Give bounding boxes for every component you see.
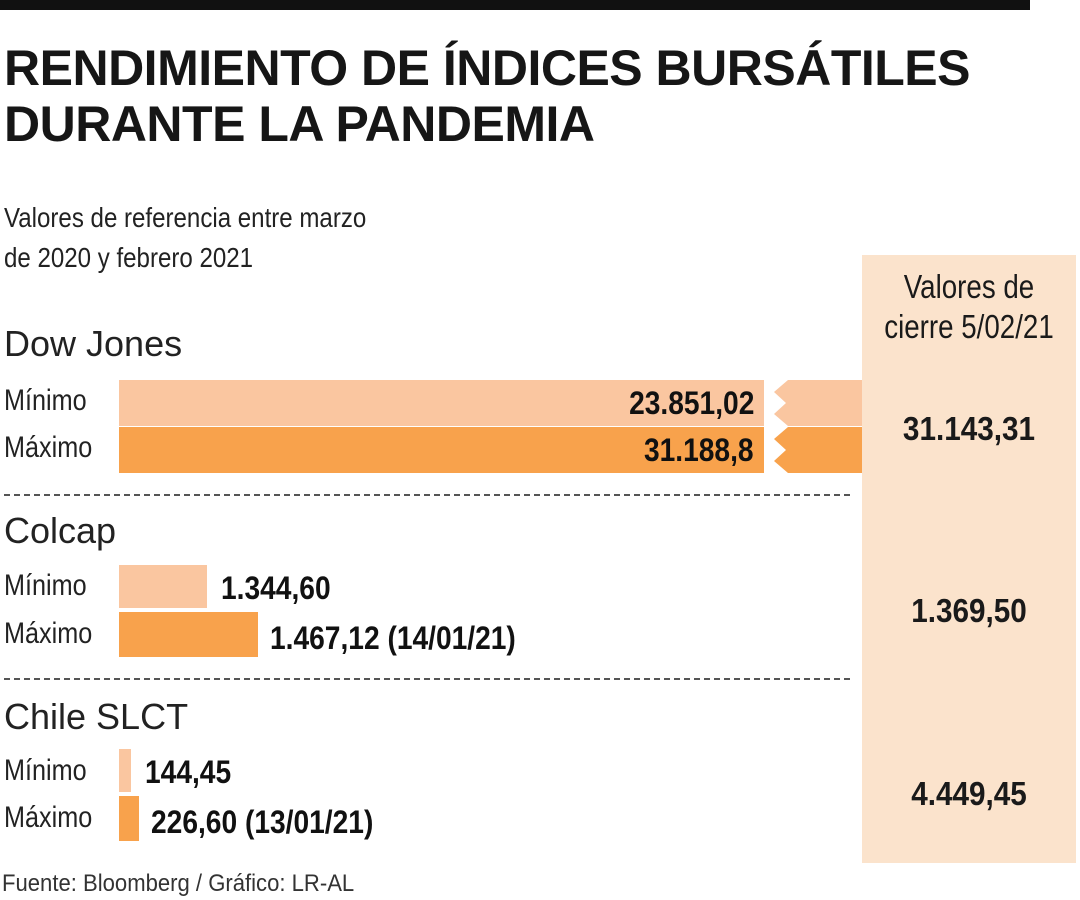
top-rule (0, 0, 1030, 10)
bar-colcap-maximo (119, 612, 258, 657)
bar-value-colcap-minimo: 1.344,60 (221, 570, 331, 606)
row-label-maximo: Máximo (4, 431, 93, 464)
title-line-1: RENDIMIENTO DE ÍNDICES BURSÁTILES (4, 40, 971, 96)
axis-break-icon (764, 427, 788, 473)
bar-dow-jones-maximo (119, 427, 862, 473)
bar-value-dow-jones-minimo: 23.851,02 (628, 385, 754, 421)
closing-value-colcap: 1.369,50 (911, 592, 1027, 629)
bar-chile-slct-minimo (119, 749, 131, 792)
index-name-colcap: Colcap (4, 510, 117, 551)
bar-colcap-minimo (119, 565, 207, 608)
index-name-chile-slct: Chile SLCT (4, 696, 189, 737)
bar-value-chile-slct-maximo: 226,60 (13/01/21) (151, 804, 374, 840)
source-note: Fuente: Bloomberg / Gráfico: LR-AL (2, 870, 355, 897)
bar-value-dow-jones-maximo: 31.188,8 (644, 432, 754, 468)
chart-subtitle: Valores de referencia entre marzo de 202… (4, 198, 374, 278)
chart-title: RENDIMIENTO DE ÍNDICES BURSÁTILES DURANT… (4, 40, 971, 152)
subtitle-line-2: de 2020 y febrero 2021 (4, 242, 254, 273)
axis-break-icon (764, 380, 788, 426)
section-divider (4, 678, 850, 680)
bar-dow-jones-minimo (119, 380, 862, 426)
row-label-maximo: Máximo (4, 801, 93, 834)
bar-value-colcap-maximo: 1.467,12 (14/01/21) (270, 620, 516, 656)
closing-header-line-1: Valores de (903, 268, 1035, 305)
closing-value-chile-slct: 4.449,45 (911, 775, 1027, 812)
row-label-maximo: Máximo (4, 617, 93, 650)
subtitle-line-1: Valores de referencia entre marzo (4, 202, 367, 233)
title-line-2: DURANTE LA PANDEMIA (4, 96, 595, 152)
row-label-minimo: Mínimo (4, 569, 87, 602)
closing-values-header: Valores de cierre 5/02/21 (862, 267, 1076, 347)
closing-value-dow-jones: 31.143,31 (902, 410, 1036, 447)
row-label-minimo: Mínimo (4, 754, 87, 787)
closing-values-panel: Valores de cierre 5/02/21 31.143,31 1.36… (862, 255, 1076, 863)
bar-chile-slct-maximo (119, 796, 139, 841)
section-divider (4, 494, 850, 496)
bar-value-chile-slct-minimo: 144,45 (145, 754, 232, 790)
row-label-minimo: Mínimo (4, 384, 87, 417)
closing-header-line-2: cierre 5/02/21 (884, 308, 1054, 345)
index-name-dow-jones: Dow Jones (4, 323, 183, 364)
